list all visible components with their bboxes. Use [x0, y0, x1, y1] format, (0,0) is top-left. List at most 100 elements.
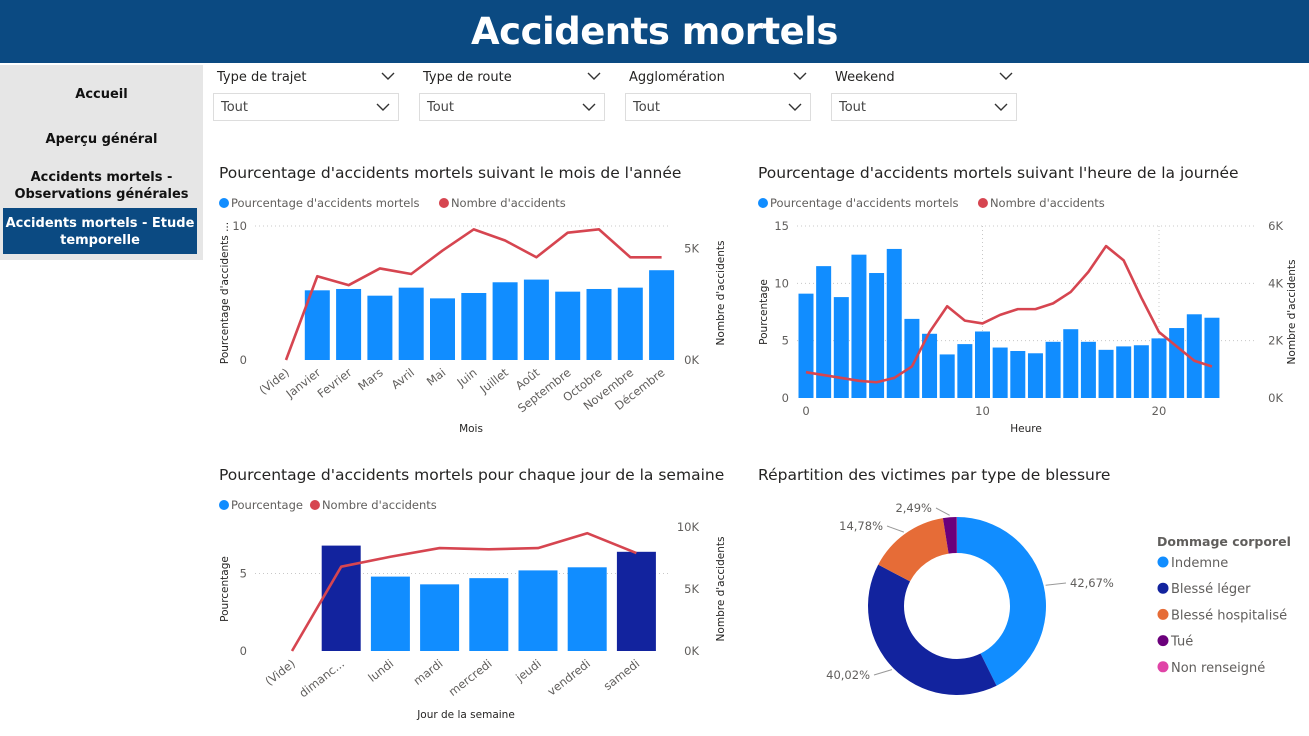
bar	[1063, 329, 1079, 398]
chart-title-mois: Pourcentage d'accidents mortels suivant …	[219, 164, 682, 182]
y2-axis-title: Nombre d'accidents	[715, 241, 727, 346]
y-tick-label: 10	[774, 276, 789, 290]
bar	[904, 318, 920, 398]
bar	[939, 354, 955, 398]
bar	[469, 578, 509, 651]
y-tick-label: 10	[232, 219, 247, 233]
y-tick-label: 0	[240, 644, 247, 658]
legend-marker	[219, 500, 229, 510]
y2-tick-label: 0K	[1268, 391, 1283, 405]
pie-leader-line	[1045, 582, 1067, 586]
x-tick-label: 20	[1152, 404, 1167, 418]
nav-label: Aperçu général	[45, 132, 158, 147]
pie-legend-marker	[1157, 635, 1169, 647]
chevron-down-icon[interactable]	[379, 68, 397, 84]
chevron-down-icon[interactable]	[585, 68, 603, 84]
legend-marker	[438, 198, 449, 208]
bar	[922, 333, 938, 398]
y2-tick-label: 0K	[684, 644, 699, 658]
bar	[1045, 341, 1061, 398]
bar	[1116, 346, 1132, 398]
y2-axis-title: Nombre d'accidents	[715, 537, 727, 642]
pie-legend-label: Tué	[1170, 635, 1193, 650]
chevron-down-icon	[376, 103, 390, 111]
pie-legend-marker	[1157, 582, 1169, 594]
nav-label: Accidents mortels -	[30, 170, 173, 185]
pie-slice	[957, 517, 1046, 686]
bar	[1098, 349, 1114, 398]
navigation-panel: Accueil Aperçu général Accidents mortels…	[0, 65, 203, 260]
slicer-weekend: Weekend Tout	[831, 68, 1017, 122]
page-title: Accidents mortels	[471, 10, 838, 53]
chart-title-blessure: Répartition des victimes par type de ble…	[758, 466, 1111, 484]
bar	[617, 287, 643, 360]
y2-axis-title: Nombre d'accidents	[1286, 260, 1298, 365]
pie-value-label: 2,49%	[895, 501, 932, 515]
bar	[1169, 328, 1185, 398]
slicer-dropdown[interactable]: Tout	[213, 93, 399, 121]
nav-label: Observations générales	[14, 187, 189, 202]
x-tick-label: (Vide)	[262, 656, 298, 688]
y2-tick-label: 5K	[684, 241, 699, 255]
x-tick-label: vendredi	[545, 656, 593, 698]
y-tick-label: 5	[240, 567, 247, 581]
y2-tick-label: 10K	[677, 520, 700, 534]
legend-marker	[977, 198, 988, 208]
legend-label: Nombre d'accidents	[322, 498, 437, 512]
slicer-type-trajet: Type de trajet Tout	[213, 68, 399, 122]
nav-etude-temporelle-button[interactable]: Accidents mortels - Etude temporelle	[3, 208, 197, 254]
chart-title-heure: Pourcentage d'accidents mortels suivant …	[758, 164, 1239, 182]
pie-slice	[878, 518, 949, 582]
y-tick-label: 5	[782, 334, 789, 348]
y2-tick-label: 2K	[1268, 334, 1283, 348]
chevron-down-icon[interactable]	[997, 68, 1015, 84]
bar	[586, 288, 612, 360]
bar	[957, 344, 973, 398]
bar	[1133, 345, 1149, 398]
legend-label: Pourcentage	[231, 498, 303, 512]
bar	[367, 295, 393, 360]
pie-leader-line	[873, 669, 893, 676]
nav-accueil-button[interactable]: Accueil	[0, 86, 203, 103]
legend-label: Pourcentage d'accidents mortels	[231, 196, 420, 210]
bar	[492, 282, 518, 360]
x-tick-label: Mars	[355, 365, 385, 393]
bar	[1010, 350, 1026, 398]
y-axis-title: Pourcentage d'accidents ...	[219, 222, 231, 364]
y2-tick-label: 4K	[1268, 276, 1283, 290]
page-header: Accidents mortels	[0, 0, 1309, 63]
legend-marker	[758, 198, 768, 208]
x-tick-label: lundi	[365, 656, 396, 684]
slicer-title: Weekend	[835, 70, 895, 85]
slicer-dropdown[interactable]: Tout	[419, 93, 605, 121]
slicer-type-route: Type de route Tout	[419, 68, 605, 122]
slicer-value: Tout	[427, 100, 455, 115]
bar	[1027, 353, 1043, 398]
x-tick-label: Janvier	[283, 365, 324, 401]
nav-observations-button[interactable]: Accidents mortels - Observations général…	[0, 169, 203, 203]
slicer-dropdown[interactable]: Tout	[625, 93, 811, 121]
bar	[992, 347, 1008, 398]
slicer-title: Type de trajet	[217, 70, 307, 85]
pie-legend-label: Indemne	[1171, 556, 1228, 571]
nav-label: Accidents mortels - Etude	[5, 216, 195, 231]
slicer-dropdown[interactable]: Tout	[831, 93, 1017, 121]
y2-tick-label: 5K	[684, 582, 699, 596]
line-series	[284, 228, 662, 361]
chevron-down-icon	[582, 103, 596, 111]
bar	[523, 279, 549, 360]
chevron-down-icon	[994, 103, 1008, 111]
legend-marker	[219, 198, 229, 208]
bar	[461, 293, 487, 360]
pie-leader-line	[935, 507, 950, 516]
pie-legend-label: Blessé léger	[1171, 582, 1251, 597]
bar	[886, 248, 902, 398]
chevron-down-icon[interactable]	[791, 68, 809, 84]
pie-legend-label: Non renseigné	[1171, 661, 1265, 676]
bar	[555, 291, 581, 360]
legend-label: Nombre d'accidents	[451, 196, 566, 210]
nav-apercu-button[interactable]: Aperçu général	[0, 131, 203, 148]
bar	[336, 288, 362, 360]
pie-leader-line	[886, 525, 905, 533]
pie-value-label: 14,78%	[839, 519, 883, 533]
